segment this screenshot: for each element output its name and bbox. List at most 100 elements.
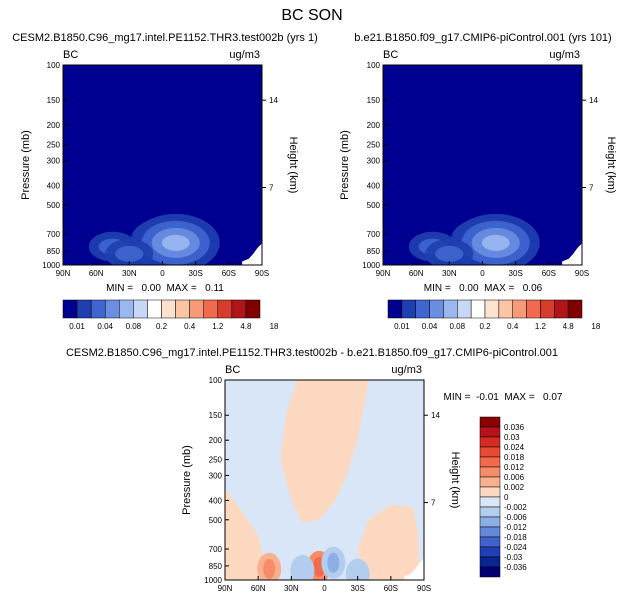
positive-region [225, 488, 264, 580]
colorbar-swatch [189, 299, 204, 319]
colorbar-swatch [429, 299, 444, 319]
colorbar-swatch [470, 299, 486, 319]
colorbar-label: 0.08 [449, 322, 465, 331]
colorbar-swatch [479, 456, 501, 468]
y-tick-label: 300 [47, 156, 61, 165]
difference-blob [296, 560, 309, 580]
y-tick-label: 250 [47, 141, 61, 150]
colorbar-swatch [76, 299, 92, 319]
colorbar-label: -0.03 [504, 553, 523, 562]
colorbar-swatch [104, 299, 120, 319]
colorbar-label: -0.002 [504, 503, 527, 512]
panel-3-plot: 90N 60N 30N 0 30S 60S 90S 100 150 200 250 300 400 500… [204, 376, 527, 593]
x-tick-label: 60N [251, 584, 266, 593]
panel-2-field [383, 65, 582, 265]
y-tick-label: 150 [209, 411, 223, 420]
x-tick-label: 90N [218, 584, 233, 593]
topography-mask [242, 243, 262, 265]
colorbar-swatch [554, 299, 569, 319]
colorbar-label: 0.01 [394, 322, 410, 331]
x-tick-label: 30N [284, 584, 299, 593]
x-tick-label: 30S [509, 269, 523, 278]
colorbar-label: 0.2 [479, 322, 491, 331]
height-tick-label: 14 [431, 411, 440, 420]
y-tick-label: 100 [209, 376, 223, 385]
y-tick-label: 500 [367, 201, 381, 210]
x-tick-label: 30S [351, 584, 365, 593]
colorbar-label: 4.8 [563, 322, 575, 331]
colorbar-swatch [479, 436, 501, 448]
panel-3-right-label: ug/m3 [391, 364, 422, 376]
panel-3-stats: MIN = -0.01 MAX = 0.07 [444, 392, 563, 403]
concentration-blob [435, 245, 464, 262]
y-tick-label: 250 [367, 141, 381, 150]
panel-2-colorbar: 0.01 0.04 0.08 0.2 0.4 1.2 4.8 18 [387, 299, 601, 331]
colorbar-swatch [540, 299, 555, 319]
x-tick-label: 30S [189, 269, 203, 278]
height-tick-label: 7 [431, 499, 436, 508]
colorbar-label: 18 [270, 322, 279, 331]
colorbar-swatch [175, 299, 190, 319]
colorbar-swatch [231, 299, 247, 319]
colorbar-label: 18 [591, 322, 600, 331]
y-tick-label: 200 [47, 121, 61, 130]
colorbar-swatch [526, 299, 541, 319]
panel-3-ylabel-right: Height (km) [449, 452, 461, 509]
colorbar-swatch [479, 546, 501, 558]
y-tick-label: 500 [209, 516, 223, 525]
colorbar-label: 0 [504, 493, 509, 502]
colorbar-label: 0.08 [126, 322, 142, 331]
y-tick-label: 150 [367, 96, 381, 105]
colorbar-swatch [479, 476, 501, 488]
panel-3-left-label: BC [225, 364, 240, 376]
panel-3-colorbar: 0.0360.030.0240.0180.0120.0060.0020-0.00… [479, 416, 527, 578]
x-tick-label: 90N [56, 269, 71, 278]
y-tick-label: 400 [367, 181, 381, 190]
colorbar-swatch [457, 299, 472, 319]
y-tick-label: 100 [47, 61, 61, 70]
positive-region [280, 380, 369, 524]
y-tick-label: 700 [367, 230, 381, 239]
height-tick-label: 14 [269, 96, 278, 105]
panel-1-field [63, 65, 262, 265]
x-tick-label: 60S [542, 269, 556, 278]
y-tick-label: 700 [209, 545, 223, 554]
colorbar-label: 0.018 [504, 453, 525, 462]
colorbar-swatch [203, 299, 219, 319]
colorbar-label: -0.012 [504, 523, 527, 532]
concentration-blob [161, 234, 190, 251]
colorbar-label: 0.002 [504, 483, 525, 492]
colorbar-swatch [479, 536, 501, 548]
panel-1-right-label: ug/m3 [229, 49, 260, 61]
difference-blob [351, 564, 364, 580]
panel-1-title: CESM2.B1850.C96_mg17.intel.PE1152.THR3.t… [12, 32, 318, 44]
y-tick-label: 1000 [362, 261, 380, 270]
colorbar-swatch [90, 299, 106, 319]
colorbar-swatch [479, 516, 501, 528]
positive-region [357, 504, 419, 580]
colorbar-swatch [567, 299, 583, 319]
y-tick-label: 700 [47, 230, 61, 239]
panel-2-title: b.e21.B1850.f09_g17.CMIP6-piControl.001 … [354, 32, 611, 44]
y-tick-label: 300 [209, 471, 223, 480]
panel-2-left-label: BC [383, 49, 398, 61]
colorbar-label: 0.036 [504, 423, 525, 432]
colorbar-swatch [147, 299, 162, 319]
colorbar-label: 0.012 [504, 463, 525, 472]
y-tick-label: 250 [209, 456, 223, 465]
height-tick-label: 7 [589, 184, 594, 193]
x-tick-label: 60S [384, 584, 398, 593]
concentration-blob [481, 234, 510, 251]
difference-blob [327, 552, 340, 573]
colorbar-swatch [479, 426, 501, 438]
x-tick-label: 90S [255, 269, 269, 278]
panel-3-ylabel: Pressure (mb) [181, 445, 193, 515]
colorbar-swatch [245, 299, 261, 319]
colorbar-swatch [484, 299, 500, 319]
colorbar-swatch [498, 299, 513, 319]
colorbar-swatch [479, 466, 501, 478]
colorbar-label: -0.036 [504, 563, 527, 572]
colorbar-label: 0.4 [507, 322, 519, 331]
panel-1-colorbar: 0.01 0.04 0.08 0.2 0.4 1.2 4.8 18 [62, 299, 279, 331]
